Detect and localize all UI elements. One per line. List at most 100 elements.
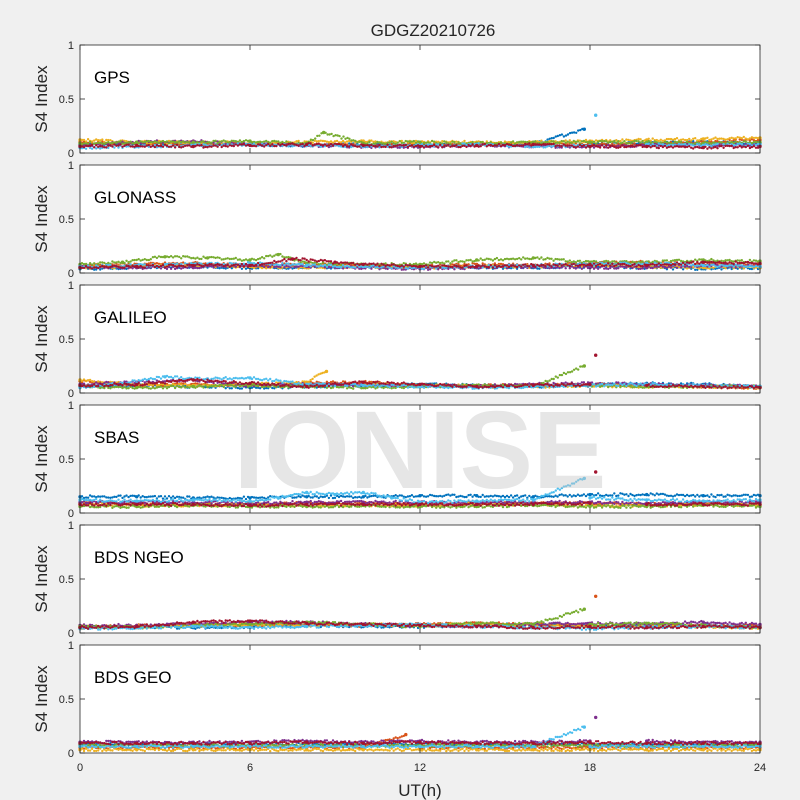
data-point <box>210 255 213 259</box>
data-point <box>90 263 94 266</box>
data-point <box>167 142 171 145</box>
data-point <box>303 257 306 260</box>
data-point <box>673 263 677 266</box>
data-point <box>412 145 416 148</box>
data-point <box>311 263 314 266</box>
data-point <box>246 261 250 264</box>
data-point <box>447 267 450 271</box>
data-point <box>127 143 130 146</box>
data-point <box>327 141 331 144</box>
data-point <box>566 264 569 267</box>
data-point <box>184 144 187 147</box>
data-point <box>356 266 359 269</box>
data-point <box>210 141 213 144</box>
data-point <box>671 140 675 143</box>
data-point <box>269 254 272 257</box>
data-point <box>386 141 389 144</box>
data-point <box>437 140 440 143</box>
data-point <box>161 139 165 143</box>
data-point <box>348 142 351 145</box>
data-point <box>265 144 268 147</box>
data-point <box>141 258 144 262</box>
data-point <box>639 267 642 270</box>
data-point <box>267 142 270 146</box>
data-point <box>386 143 389 146</box>
data-point <box>252 262 256 265</box>
data-point <box>141 263 144 266</box>
data-point <box>544 258 547 261</box>
data-point <box>463 260 466 264</box>
data-point <box>577 129 580 132</box>
data-point <box>360 263 363 266</box>
data-point <box>184 141 187 144</box>
data-point <box>592 262 596 265</box>
data-point <box>117 142 120 145</box>
data-point <box>615 141 618 144</box>
data-point <box>295 140 298 143</box>
data-point <box>325 265 329 268</box>
data-point <box>752 140 756 144</box>
data-point <box>178 255 181 259</box>
data-point <box>131 142 134 145</box>
data-point <box>451 265 454 269</box>
data-point <box>748 144 752 147</box>
data-point <box>509 141 513 144</box>
data-point <box>320 132 323 135</box>
data-point <box>390 267 393 270</box>
data-point <box>80 147 84 150</box>
data-point <box>706 147 709 150</box>
data-point <box>582 127 586 131</box>
data-point <box>605 259 608 263</box>
data-point <box>90 267 94 270</box>
data-point <box>95 144 98 147</box>
data-point <box>706 136 709 139</box>
data-point <box>127 141 130 144</box>
data-point <box>712 137 715 140</box>
data-point <box>252 258 256 261</box>
data-point <box>141 266 144 269</box>
data-point <box>528 142 531 145</box>
data-point <box>556 264 559 267</box>
data-point <box>578 263 582 267</box>
data-point <box>657 262 660 265</box>
data-point <box>113 141 116 144</box>
data-point <box>663 144 667 148</box>
data-point <box>738 138 741 141</box>
data-point <box>311 144 314 147</box>
data-point <box>161 145 165 148</box>
data-point <box>524 142 527 146</box>
data-point <box>609 264 612 267</box>
data-point <box>332 134 335 138</box>
data-point <box>752 145 756 148</box>
data-point <box>568 259 571 262</box>
data-point <box>426 141 430 144</box>
data-point <box>265 139 268 143</box>
data-point <box>685 140 689 144</box>
data-point <box>629 139 632 142</box>
data-point <box>281 140 284 144</box>
data-point <box>295 263 298 266</box>
data-point <box>169 267 173 270</box>
data-point <box>408 140 412 143</box>
data-point <box>503 140 507 143</box>
data-point <box>643 145 646 148</box>
data-point <box>153 143 157 147</box>
data-point <box>242 259 246 262</box>
data-point <box>665 141 669 144</box>
data-point <box>82 266 86 270</box>
data-point <box>675 141 679 144</box>
data-point <box>513 258 517 261</box>
data-point <box>269 261 272 265</box>
data-point <box>157 141 161 145</box>
data-point <box>714 145 717 149</box>
data-point <box>338 134 341 138</box>
data-point <box>382 142 385 145</box>
data-point <box>182 140 185 143</box>
data-point <box>125 259 128 262</box>
data-point <box>123 142 126 145</box>
data-point <box>698 143 701 146</box>
data-point <box>756 138 760 142</box>
data-point <box>683 265 687 268</box>
data-point <box>609 140 612 143</box>
data-point <box>212 266 215 269</box>
